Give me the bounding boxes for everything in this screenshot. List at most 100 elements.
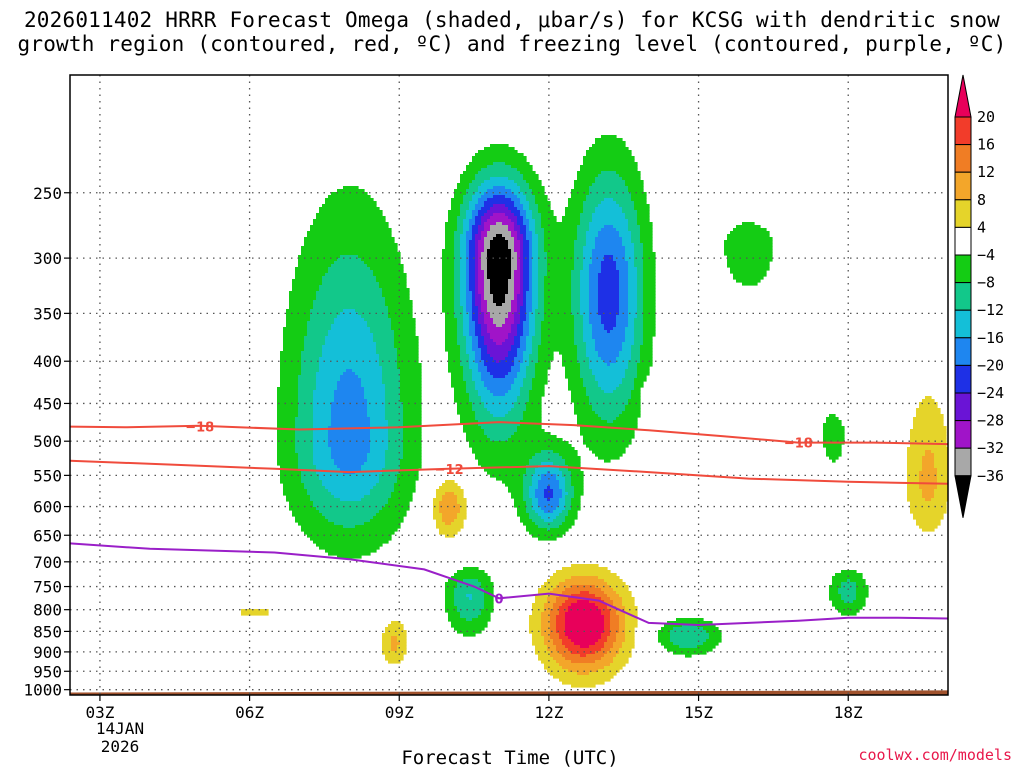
omega-cell [493,357,506,361]
omega-cell [634,243,644,247]
omega-cell [358,375,383,379]
omega-cell [481,357,494,361]
omega-cell [514,378,524,382]
omega-cell [634,333,644,337]
omega-cell [280,351,302,355]
omega-cell [469,243,476,247]
omega-cell [277,459,299,463]
omega-cell [391,318,416,322]
omega-cell [481,348,488,352]
omega-cell [619,615,626,619]
omega-cell [364,522,401,526]
omega-cell [541,213,554,217]
omega-cell [520,393,530,397]
omega-cell [514,501,527,505]
omega-cell [532,243,539,247]
omega-cell [583,267,590,271]
omega-cell [604,591,617,595]
omega-cell [472,348,482,352]
omega-cell [484,276,488,280]
omega-cell [595,642,605,646]
omega-cell [550,591,563,595]
omega-cell [577,177,596,181]
omega-cell [394,486,416,490]
omega-cell [571,504,581,508]
colorbar-label: −20 [977,356,1004,374]
omega-cell [328,489,371,493]
omega-cell [628,300,638,304]
omega-cell [583,159,635,163]
omega-cell [493,339,506,343]
omega-cell [517,372,527,376]
omega-cell [382,291,410,295]
omega-cell [529,270,533,274]
omega-cell [523,291,527,295]
omega-cell [637,279,644,283]
omega-cell [487,231,512,235]
omega-cell [463,324,470,328]
omega-cell [640,240,653,244]
omega-cell [571,189,590,193]
omega-cell [592,144,626,148]
omega-cell [589,189,629,193]
omega-cell [478,312,485,316]
omega-cell [310,225,389,229]
omega-cell [544,609,551,613]
omega-cell [478,201,485,205]
omega-cell [292,285,320,289]
omega-cell [571,399,590,403]
omega-cell [433,498,443,502]
omega-cell [487,369,512,373]
omega-cell [445,522,452,526]
omega-cell [514,363,521,367]
omega-cell [523,294,527,298]
omega-cell [520,336,527,340]
omega-cell [376,348,398,352]
omega-cell [454,312,464,316]
omega-cell [466,279,470,283]
omega-cell [625,636,635,640]
omega-cell [520,267,524,271]
omega-cell [541,627,551,631]
omega-cell [295,447,314,451]
omega-cell [493,195,506,199]
omega-cell [436,495,443,499]
omega-cell [526,297,533,301]
omega-cell [613,645,623,649]
omega-cell [313,393,335,397]
omega-cell [532,474,542,478]
omega-cell [616,636,626,640]
omega-cell [583,339,596,343]
omega-cell [535,510,545,514]
omega-cell [280,480,302,484]
omega-cell [610,648,620,652]
omega-cell [319,357,380,361]
omega-cell [523,297,527,301]
omega-cell [580,219,593,223]
omega-cell [283,339,305,343]
omega-cell [523,354,530,358]
omega-cell [643,243,653,247]
omega-cell [592,249,626,253]
omega-cell [502,342,515,346]
omega-cell [301,252,401,256]
omega-cell [625,615,638,619]
omega-cell [679,645,698,649]
omega-cell [448,210,461,214]
omega-cell [592,333,626,337]
omega-cell [625,183,644,187]
omega-cell [463,228,470,232]
omega-cell [601,201,617,205]
x-tick-label: 18Z [834,703,863,722]
omega-cell [364,462,386,466]
omega-cell [742,282,758,286]
omega-cell [451,207,461,211]
omega-cell [571,273,581,277]
omega-cell [643,270,656,274]
omega-cell [454,252,461,256]
omega-cell [301,360,320,364]
omega-cell [574,186,590,190]
omega-cell [574,333,584,337]
omega-cell [460,348,467,352]
omega-cell [559,504,566,508]
